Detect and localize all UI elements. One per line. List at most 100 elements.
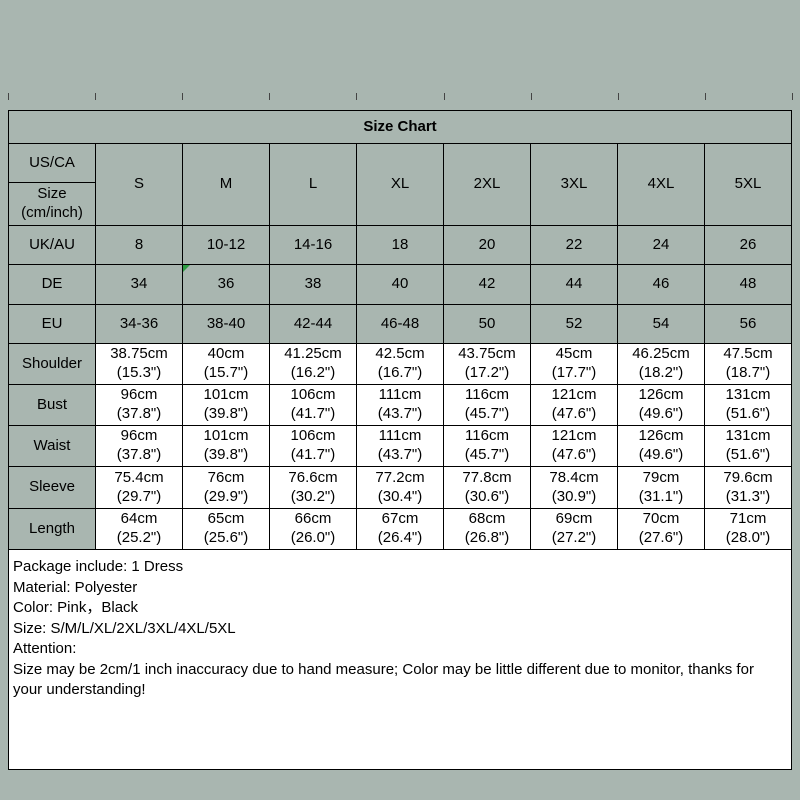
table-cell: 46.25cm (18.2") — [617, 343, 705, 385]
table-cell: 68cm (26.8") — [443, 508, 531, 550]
table-cell: 101cm (39.8") — [182, 425, 270, 467]
table-cell: 71cm (28.0") — [704, 508, 792, 550]
row-label: Length — [8, 508, 96, 550]
table-cell: 34-36 — [95, 304, 183, 344]
table-cell: 43.75cm (17.2") — [443, 343, 531, 385]
table-cell: 70cm (27.6") — [617, 508, 705, 550]
note-disclaimer: Size may be 2cm/1 inch inaccuracy due to… — [13, 660, 754, 699]
tick-mark — [356, 93, 357, 100]
tick-mark — [618, 93, 619, 100]
table-cell: 8 — [95, 225, 183, 265]
table-cell: 42.5cm (16.7") — [356, 343, 444, 385]
row-label: EU — [8, 304, 96, 344]
table-cell: 46-48 — [356, 304, 444, 344]
row-label: Bust — [8, 384, 96, 426]
table-cell: 101cm (39.8") — [182, 384, 270, 426]
table-cell: 75.4cm (29.7") — [95, 466, 183, 509]
table-cell: 64cm (25.2") — [95, 508, 183, 550]
note-size: Size: S/M/L/XL/2XL/3XL/4XL/5XL — [13, 619, 236, 637]
table-cell: 26 — [704, 225, 792, 265]
table-cell: 69cm (27.2") — [530, 508, 618, 550]
table-cell: 46 — [617, 264, 705, 305]
size-column-header: 3XL — [530, 143, 618, 226]
table-cell: 45cm (17.7") — [530, 343, 618, 385]
table-cell: 76.6cm (30.2") — [269, 466, 357, 509]
size-table: Size Chart US/CA S M L XL 2XL 3XL 4XL 5XL Size (cm… — [8, 110, 792, 550]
table-cell: 121cm (47.6") — [530, 425, 618, 467]
table-cell: 48 — [704, 264, 792, 305]
table-cell: 38.75cm (15.3") — [95, 343, 183, 385]
table-cell: 14-16 — [269, 225, 357, 265]
table-cell: 79cm (31.1") — [617, 466, 705, 509]
size-column-header: S — [95, 143, 183, 226]
table-cell: 106cm (41.7") — [269, 425, 357, 467]
row-label: Sleeve — [8, 466, 96, 509]
table-cell: 79.6cm (31.3") — [704, 466, 792, 509]
spreadsheet-area: Size Chart US/CA S M L XL 2XL 3XL 4XL 5XL Size (cm… — [8, 110, 792, 770]
table-cell: 111cm (43.7") — [356, 384, 444, 426]
table-cell: 131cm (51.6") — [704, 384, 792, 426]
table-cell: 54 — [617, 304, 705, 344]
table-cell: 76cm (29.9") — [182, 466, 270, 509]
table-cell: 40cm (15.7") — [182, 343, 270, 385]
notes-box: Package include: 1 Dress Material: Polye… — [8, 549, 792, 770]
note-material: Material: Polyester — [13, 578, 138, 596]
table-cell: 18 — [356, 225, 444, 265]
row-label: Shoulder — [8, 343, 96, 385]
table-cell: 38 — [269, 264, 357, 305]
table-cell: 42 — [443, 264, 531, 305]
table-cell: 65cm (25.6") — [182, 508, 270, 550]
row-label: DE — [8, 264, 96, 305]
table-cell: 47.5cm (18.7") — [704, 343, 792, 385]
table-cell: 96cm (37.8") — [95, 425, 183, 467]
table-cell: 20 — [443, 225, 531, 265]
row-label: UK/AU — [8, 225, 96, 265]
size-column-header: 4XL — [617, 143, 705, 226]
table-cell: 38-40 — [182, 304, 270, 344]
corner-us-ca: US/CA — [8, 143, 96, 183]
cell-corner-marker-icon — [183, 265, 190, 272]
tick-mark — [269, 93, 270, 100]
note-attention: Attention: — [13, 640, 77, 657]
table-cell: 78.4cm (30.9") — [530, 466, 618, 509]
size-column-header: M — [182, 143, 270, 226]
table-cell: 10-12 — [182, 225, 270, 265]
tick-mark — [792, 93, 793, 100]
table-title: Size Chart — [8, 110, 792, 144]
tick-mark — [531, 93, 532, 100]
table-cell: 77.8cm (30.6") — [443, 466, 531, 509]
table-cell: 121cm (47.6") — [530, 384, 618, 426]
table-cell: 52 — [530, 304, 618, 344]
table-cell: 42-44 — [269, 304, 357, 344]
table-cell: 66cm (26.0") — [269, 508, 357, 550]
table-cell: 106cm (41.7") — [269, 384, 357, 426]
table-cell: 126cm (49.6") — [617, 425, 705, 467]
corner-size-unit: Size (cm/inch) — [8, 182, 96, 226]
size-column-header: 5XL — [704, 143, 792, 226]
table-cell: 131cm (51.6") — [704, 425, 792, 467]
table-cell: 24 — [617, 225, 705, 265]
table-cell: 111cm (43.7") — [356, 425, 444, 467]
tick-mark — [95, 93, 96, 100]
table-cell: 126cm (49.6") — [617, 384, 705, 426]
tick-mark — [705, 93, 706, 100]
tick-mark — [8, 93, 9, 100]
table-cell: 77.2cm (30.4") — [356, 466, 444, 509]
row-label: Waist — [8, 425, 96, 467]
table-cell: 50 — [443, 304, 531, 344]
table-cell: 96cm (37.8") — [95, 384, 183, 426]
table-cell: 34 — [95, 264, 183, 305]
size-column-header: 2XL — [443, 143, 531, 226]
table-cell: 116cm (45.7") — [443, 384, 531, 426]
note-package: Package include: 1 Dress — [13, 558, 184, 575]
table-cell: 36 — [182, 264, 270, 305]
table-cell: 116cm (45.7") — [443, 425, 531, 467]
table-cell: 41.25cm (16.2") — [269, 343, 357, 385]
size-column-header: XL — [356, 143, 444, 226]
tick-mark — [444, 93, 445, 100]
size-column-header: L — [269, 143, 357, 226]
table-cell: 67cm (26.4") — [356, 508, 444, 550]
table-cell: 22 — [530, 225, 618, 265]
table-cell: 56 — [704, 304, 792, 344]
